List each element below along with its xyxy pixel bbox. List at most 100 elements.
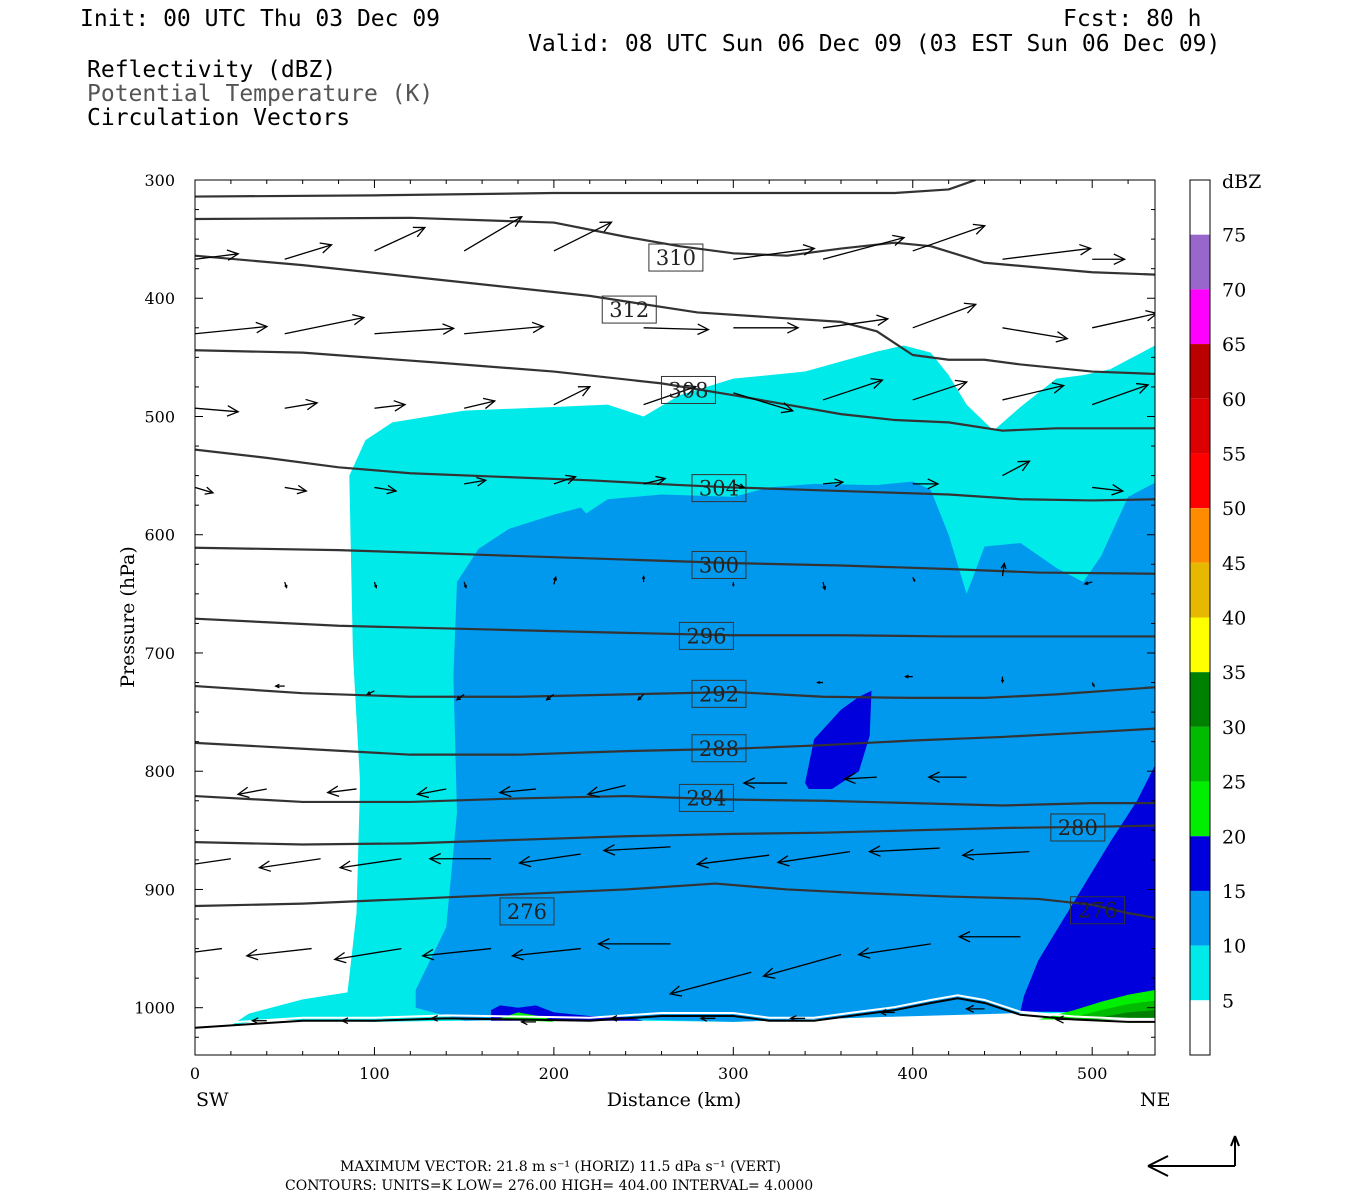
circulation-vector-54 — [455, 693, 465, 701]
contour-label-text: 296 — [686, 624, 726, 648]
colorbar-label: 65 — [1222, 334, 1246, 356]
circulation-vector-9 — [1092, 253, 1127, 266]
reference-vector-icon — [1147, 1135, 1240, 1177]
theta-contour-288 — [195, 727, 1155, 756]
x-tick-label: 0 — [190, 1064, 200, 1083]
circulation-vector-23 — [464, 397, 497, 410]
theta-contour-316 — [195, 180, 976, 198]
theta-contour-292 — [195, 684, 1155, 700]
field-reflectivity: Reflectivity (dBZ) — [87, 57, 336, 83]
colorbar-swatch — [1190, 890, 1210, 946]
contour-label-text: 280 — [1058, 816, 1098, 840]
circulation-vector-3 — [463, 215, 524, 252]
y-tick-label: 900 — [144, 880, 175, 899]
circulation-vector-11 — [284, 313, 366, 335]
circulation-vector-45 — [553, 575, 557, 585]
colorbar-swatch — [1190, 672, 1210, 727]
reflectivity-fill — [230, 345, 1155, 1026]
colorbar-title: dBZ — [1222, 171, 1261, 193]
reflectivity-region-15dbz-3 — [1020, 765, 1155, 1014]
theta-contour-312 — [195, 216, 1155, 276]
contour-label-8: 284 — [678, 783, 734, 812]
circulation-vector-94 — [699, 1014, 716, 1022]
circulation-vector-6 — [822, 234, 906, 260]
circulation-vector-80 — [245, 947, 312, 961]
y-tick-label: 400 — [144, 289, 175, 308]
circulation-vector-39 — [912, 478, 940, 490]
contour-label-text: 312 — [609, 298, 649, 322]
colorbar-label: 25 — [1222, 772, 1246, 794]
circulation-vector-66 — [742, 777, 788, 789]
theta-contour-276 — [195, 882, 1155, 919]
contour-label-4: 300 — [691, 550, 747, 579]
contour-label-text: 276 — [1078, 899, 1118, 923]
contour-label-text: 308 — [668, 378, 708, 402]
circulation-vector-51 — [1083, 581, 1093, 586]
circulation-vector-52 — [274, 683, 285, 689]
ne-label: NE — [1140, 1089, 1171, 1111]
colorbar-swatch — [1190, 617, 1210, 673]
forecast-hour: Fcst: 80 h — [1063, 6, 1201, 32]
contour-labels: 310 312 308 304 300 296 292 288 284 280 276 276 — [499, 243, 1126, 926]
contour-label-11: 276 — [1070, 896, 1126, 925]
circulation-vector-61 — [236, 786, 267, 799]
circulation-vector-50 — [1000, 562, 1007, 577]
x-tick-label: 400 — [897, 1064, 928, 1083]
contour-label-5: 296 — [678, 621, 734, 650]
circulation-vector-29 — [1002, 382, 1066, 401]
colorbar-swatch — [1190, 781, 1210, 837]
circulation-vector-46 — [641, 575, 646, 583]
circulation-vector-41 — [1092, 484, 1125, 496]
circulation-vector-19 — [1092, 310, 1155, 329]
colorbar-swatch — [1190, 453, 1210, 509]
colorbar-swatch — [1190, 945, 1210, 1001]
circulation-vector-43 — [373, 581, 378, 589]
contour-label-7: 288 — [691, 734, 747, 763]
theta-contour-300 — [195, 546, 1155, 575]
x-axis-label: Distance (km) — [607, 1089, 742, 1111]
circulation-vector-37 — [733, 483, 746, 489]
circulation-vector-24 — [553, 385, 592, 406]
circulation-vector-35 — [553, 474, 577, 485]
circulation-vector-90 — [340, 1017, 357, 1025]
circulation-vector-84 — [597, 938, 671, 950]
colorbar-frame — [1189, 179, 1211, 1056]
circulation-vector-91 — [430, 1014, 447, 1022]
circulation-vectors — [195, 215, 1155, 1026]
circulation-vector-7 — [912, 223, 987, 252]
theta-contour-310 — [195, 254, 1155, 376]
contour-label-0: 310 — [648, 243, 704, 272]
circulation-vector-48 — [822, 581, 827, 591]
circulation-vector-64 — [498, 785, 536, 798]
circulation-vector-12 — [374, 323, 456, 335]
y-axis-label: Pressure (hPa) — [117, 546, 139, 688]
colorbar-label: 5 — [1222, 990, 1234, 1012]
colorbar-swatch — [1190, 508, 1210, 563]
reflectivity-region-10dbz-1 — [415, 481, 1155, 1022]
circulation-vector-86 — [762, 953, 842, 979]
circulation-vector-98 — [1054, 1015, 1075, 1024]
colorbar-label: 50 — [1222, 498, 1246, 520]
contour-label-text: 284 — [686, 786, 726, 810]
colorbar-swatch — [1190, 234, 1210, 290]
circulation-vector-2 — [374, 226, 427, 252]
circulation-vector-77 — [867, 845, 940, 857]
reflectivity-region-15dbz-2 — [805, 690, 872, 789]
colorbar: 75 70 65 60 55 50 45 40 35 30 25 20 15 10 5 — [1189, 179, 1246, 1056]
circulation-vector-8 — [1002, 243, 1093, 260]
circulation-vector-0 — [195, 249, 240, 261]
circulation-vector-56 — [637, 693, 645, 701]
circulation-vector-55 — [545, 693, 555, 701]
contour-label-text: 300 — [699, 553, 739, 577]
circulation-vector-1 — [284, 242, 333, 260]
field-circulation-vectors: Circulation Vectors — [87, 105, 350, 131]
x-tick-label: 200 — [539, 1064, 570, 1083]
theta-contour-280 — [195, 824, 1155, 846]
circulation-vector-87 — [857, 943, 931, 959]
circulation-vector-68 — [927, 771, 967, 783]
field-potential-temperature: Potential Temperature (K) — [87, 81, 433, 107]
colorbar-swatch — [1190, 562, 1210, 618]
contour-info-note: CONTOURS: UNITS=K LOW= 276.00 HIGH= 404.… — [285, 1178, 813, 1194]
contour-label-text: 304 — [699, 477, 739, 501]
